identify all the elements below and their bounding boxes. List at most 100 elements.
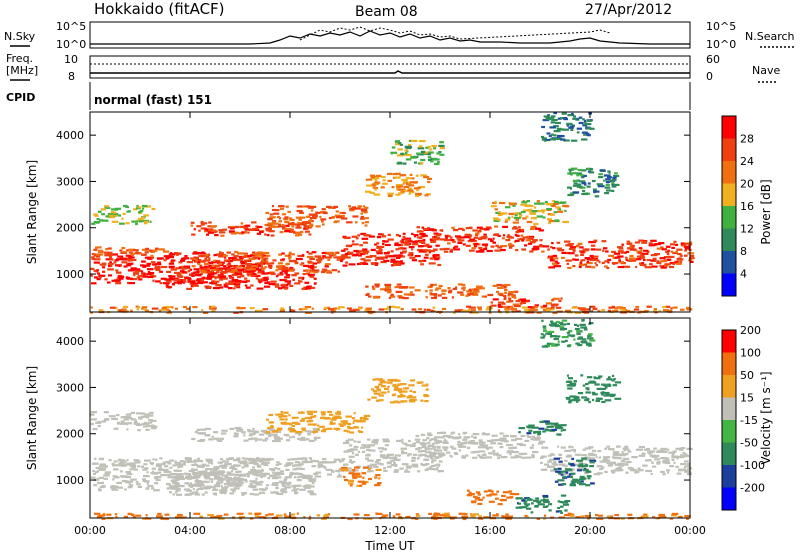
heatmap-cell [521, 239, 525, 242]
heatmap-cell [231, 282, 237, 286]
heatmap-cell [661, 448, 667, 451]
heatmap-cell [550, 246, 553, 249]
heatmap-cell [286, 268, 291, 272]
heatmap-cell [126, 459, 129, 462]
heatmap-cell [450, 239, 455, 242]
heatmap-cell [533, 245, 539, 248]
heatmap-cell [658, 242, 665, 245]
heatmap-cell [218, 229, 224, 232]
heatmap-cell [206, 434, 211, 437]
heatmap-cell [454, 309, 461, 312]
heatmap-cell [387, 192, 394, 195]
heatmap-cell [573, 383, 576, 386]
heatmap-cell [223, 265, 227, 268]
heatmap-cell [276, 266, 282, 269]
heatmap-cell [625, 471, 629, 474]
heatmap-cell [646, 305, 652, 308]
heatmap-cell [583, 183, 587, 186]
heatmap-cell [233, 311, 239, 314]
heatmap-cell [440, 436, 445, 439]
heatmap-cell [360, 420, 366, 423]
heatmap-cell [209, 485, 213, 488]
heatmap-cell [224, 466, 227, 469]
heatmap-cell [542, 245, 550, 248]
heatmap-cell [355, 475, 362, 478]
heatmap-cell [545, 422, 550, 425]
heatmap-cell [301, 262, 305, 265]
heatmap-cell [544, 499, 549, 502]
heatmap-cell [206, 475, 210, 478]
heatmap-cell [427, 455, 434, 458]
heatmap-cell [265, 484, 270, 487]
heatmap-cell [434, 439, 440, 442]
heatmap-cell [302, 221, 309, 224]
heatmap-cell [342, 264, 348, 267]
heatmap-cell [584, 447, 592, 450]
heatmap-cell [169, 253, 176, 256]
heatmap-cell [221, 272, 224, 275]
heatmap-cell [506, 513, 509, 516]
heatmap-cell [499, 432, 504, 435]
heatmap-cell [660, 266, 667, 269]
heatmap-cell [589, 322, 594, 325]
heatmap-cell [258, 488, 265, 491]
heatmap-cell [533, 225, 536, 228]
heatmap-cell [685, 465, 690, 468]
heatmap-cell [375, 438, 379, 442]
heatmap-cell [349, 484, 353, 487]
heatmap-cell [149, 411, 154, 415]
heatmap-cell [159, 282, 163, 285]
heatmap-cell [289, 436, 292, 439]
heatmap-cell [376, 399, 379, 402]
heatmap-cell [145, 428, 150, 431]
heatmap-cell [417, 248, 423, 252]
heatmap-cell [639, 263, 647, 266]
heatmap-cell [128, 251, 133, 254]
heatmap-cell [191, 477, 198, 480]
heatmap-cell [219, 261, 225, 264]
colorbar-tick-label: 28 [740, 133, 754, 146]
scatter-region [340, 232, 446, 267]
heatmap-cell [582, 384, 586, 387]
heatmap-cell [256, 464, 261, 467]
heatmap-cell [239, 257, 244, 260]
heatmap-cell [216, 471, 220, 474]
heatmap-cell [434, 258, 440, 261]
heatmap-cell [311, 485, 315, 488]
heatmap-cell [581, 462, 587, 465]
heatmap-cell [117, 264, 121, 267]
heatmap-cell [583, 119, 587, 122]
heatmap-cell [419, 236, 423, 239]
heatmap-cell [167, 286, 172, 289]
heatmap-cell [473, 245, 478, 248]
heatmap-cell [433, 447, 436, 450]
heatmap-cell [152, 419, 157, 423]
heatmap-cell [683, 468, 686, 471]
nave-tick-bottom: 0 [706, 70, 713, 83]
heatmap-cell [138, 306, 141, 309]
heatmap-cell [417, 450, 423, 453]
heatmap-cell [129, 412, 132, 416]
heatmap-cell [313, 277, 317, 280]
heatmap-cell [205, 485, 213, 488]
heatmap-cell [562, 128, 569, 131]
heatmap-cell [586, 475, 592, 478]
heatmap-cell [562, 249, 565, 252]
heatmap-cell [492, 284, 498, 287]
heatmap-cell [653, 310, 657, 313]
heatmap-cell [496, 290, 499, 293]
heatmap-cell [197, 459, 202, 463]
heatmap-cell [544, 468, 547, 471]
heatmap-cell [405, 177, 411, 180]
heatmap-cell [281, 483, 285, 486]
heatmap-cell [676, 457, 679, 460]
heatmap-cell [291, 274, 297, 277]
heatmap-cell [601, 309, 605, 312]
heatmap-cell [571, 306, 578, 309]
heatmap-cell [93, 253, 97, 256]
heatmap-cell [408, 252, 414, 255]
heatmap-cell [283, 411, 289, 414]
heatmap-cell [296, 479, 302, 482]
heatmap-cell [404, 149, 408, 152]
heatmap-cell [667, 471, 670, 474]
